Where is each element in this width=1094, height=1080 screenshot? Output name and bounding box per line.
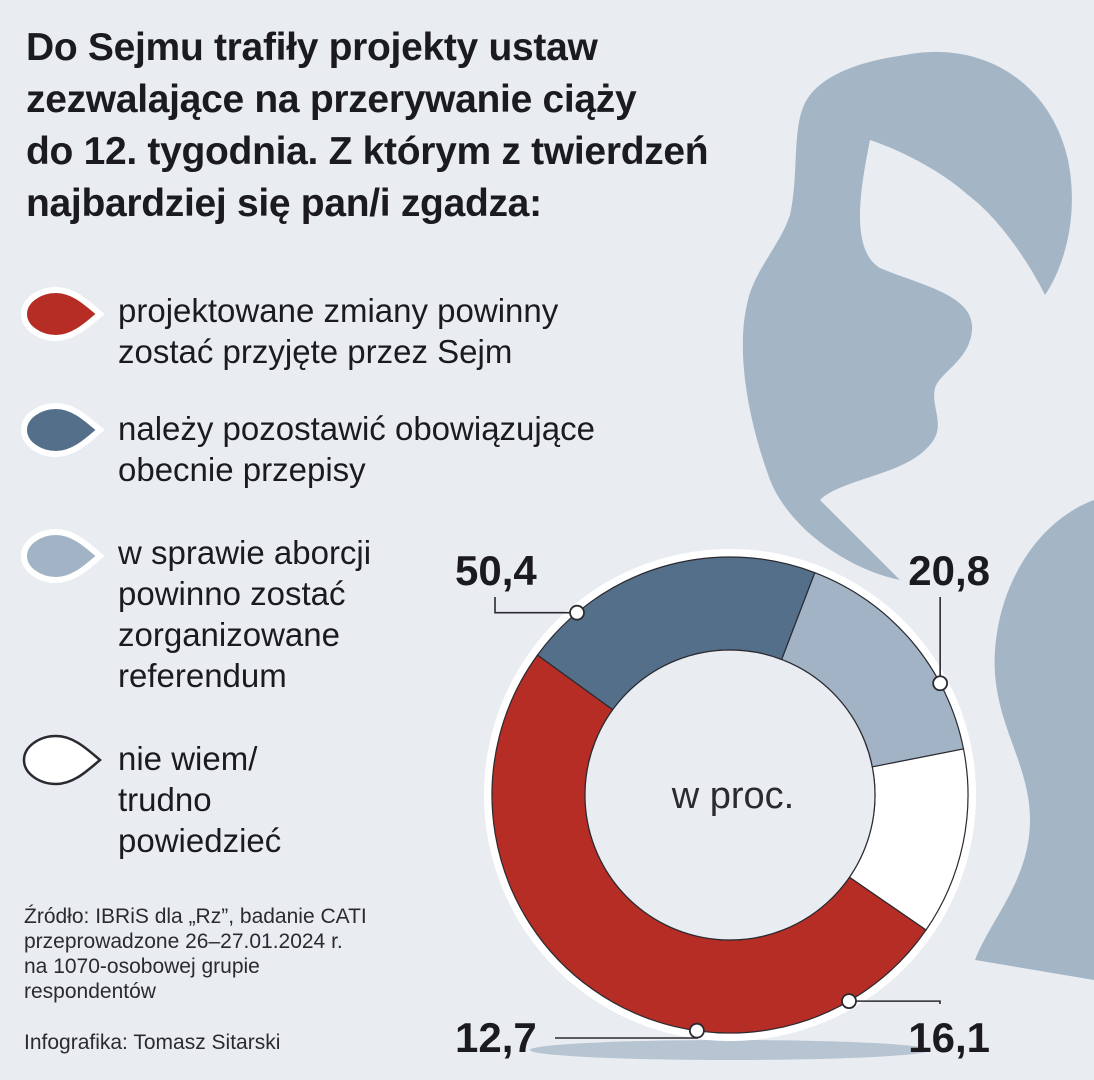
- legend-label-line: referendum: [118, 657, 287, 694]
- source-line: respondentów: [24, 980, 156, 1003]
- title-line: zezwalające na przerywanie ciąży: [26, 78, 637, 121]
- value-label: 50,4: [455, 547, 537, 594]
- legend-label-line: zostać przyjęte przez Sejm: [118, 333, 513, 370]
- legend-label: projektowane zmiany powinny zostać przyj…: [118, 290, 678, 372]
- silhouette-back: [975, 500, 1094, 980]
- legend-label-line: projektowane zmiany powinny: [118, 292, 559, 329]
- legend-label-line: trudno: [118, 781, 212, 818]
- source-line: Źródło: IBRiS dla „Rz”, badanie CATI: [24, 905, 367, 928]
- legend-label-line: powiedzieć: [118, 822, 282, 859]
- leader-dot: [569, 604, 585, 621]
- drop-shape: [20, 286, 104, 342]
- leader-dot: [688, 1022, 705, 1039]
- leader-line: [849, 1000, 941, 1004]
- legend-label-line: nie wiem/: [118, 740, 258, 777]
- donut-center: [584, 649, 876, 941]
- center-label: w proc.: [671, 775, 794, 817]
- drop-shape: [22, 734, 102, 786]
- legend-label-line: zorganizowane: [118, 616, 340, 653]
- title-line: Do Sejmu trafiły projekty ustaw: [26, 26, 598, 69]
- leader-line: [494, 597, 578, 614]
- title-line: najbardziej się pan/i zgadza:: [26, 182, 542, 225]
- chart-title: Do Sejmu trafiły projekty ustaw zezwalaj…: [26, 22, 786, 230]
- title-line: do 12. tygodnia. Z którym z twierdzeń: [26, 130, 709, 173]
- drop-icon: [22, 734, 102, 786]
- legend-label-line: w sprawie aborcji: [118, 534, 372, 571]
- value-label: 12,7: [455, 1014, 537, 1061]
- drop-shape: [20, 402, 104, 458]
- source-note: Źródło: IBRiS dla „Rz”, badanie CATI prz…: [24, 904, 444, 1004]
- infographic-credit: Infografika: Tomasz Sitarski: [24, 1031, 281, 1054]
- drop-icon: [20, 402, 104, 458]
- legend-label: w sprawie aborcji powinno zostać zorgani…: [118, 532, 678, 696]
- value-label: 20,8: [908, 547, 990, 594]
- source-line: przeprowadzone 26–27.01.2024 r.: [24, 930, 343, 953]
- leader-dot: [932, 675, 949, 692]
- drop-icon: [20, 528, 104, 584]
- source-line: na 1070-osobowej grupie: [24, 955, 260, 978]
- legend-label-line: należy pozostawić obowiązujące: [118, 410, 595, 447]
- legend-label-line: powinno zostać: [118, 575, 346, 612]
- legend-label-line: obecnie przepisy: [118, 451, 366, 488]
- legend-label: nie wiem/ trudno powiedzieć: [118, 738, 678, 861]
- leader-dot: [841, 993, 857, 1010]
- chart-shadow: [530, 1040, 930, 1060]
- legend-label: należy pozostawić obowiązujące obecnie p…: [118, 408, 678, 490]
- silhouette-head: [742, 51, 1072, 580]
- value-label: 16,1: [908, 1014, 990, 1061]
- drop-shape: [20, 528, 104, 584]
- drop-icon: [20, 286, 104, 342]
